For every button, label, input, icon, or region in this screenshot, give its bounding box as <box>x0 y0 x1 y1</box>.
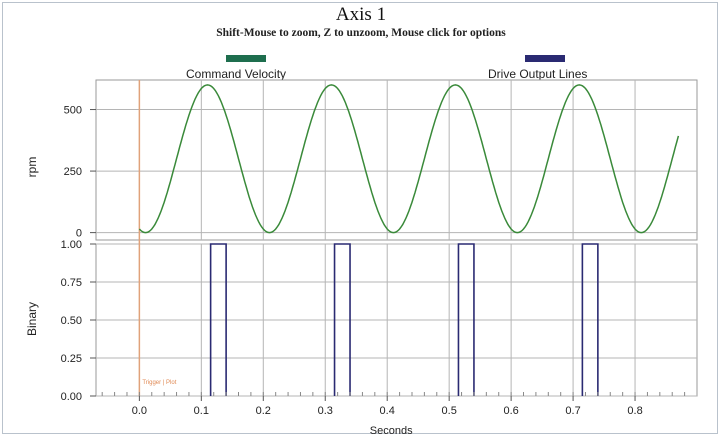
binary-tick-label: 0.50 <box>61 315 82 327</box>
drive-output-pulse <box>209 243 227 396</box>
grid-lines <box>95 79 698 397</box>
command-velocity-line <box>138 84 680 234</box>
binary-tick-label: 0.75 <box>61 277 82 289</box>
binary-tick-label: 1.00 <box>61 239 82 251</box>
rpm-tick-label: 0 <box>76 228 82 240</box>
x-tick-label: 0.8 <box>627 405 642 417</box>
legend-label-drive-output-lines: Drive Output Lines <box>488 67 588 81</box>
x-axis: 0.0 0.1 0.2 0.3 0.4 0.5 0.6 0.7 0.8 Seconds <box>101 392 686 436</box>
x-tick-label: 0.1 <box>194 405 209 417</box>
x-tick-label: 0.5 <box>442 405 457 417</box>
legend-label-command-velocity: Command Velocity <box>186 67 287 81</box>
drive-output-pulse <box>333 243 351 396</box>
rpm-tick-label: 250 <box>64 166 82 178</box>
x-tick-label: 0.2 <box>256 405 271 417</box>
legend-swatch-command-velocity[interactable] <box>226 55 266 62</box>
chart-instructions: Shift-Mouse to zoom, Z to unzoom, Mouse … <box>216 27 506 39</box>
x-axis-label: Seconds <box>370 425 413 436</box>
x-tick-label: 0.3 <box>318 405 333 417</box>
legend-swatch-drive-output-lines[interactable] <box>525 55 565 62</box>
drive-output-pulse <box>457 243 475 396</box>
binary-tick-label: 0.00 <box>61 391 82 403</box>
chart-title: Axis 1 <box>335 4 387 25</box>
x-tick-label: 0.6 <box>503 405 518 417</box>
drive-output-pulse <box>581 243 599 396</box>
x-tick-label: 0.7 <box>565 405 580 417</box>
x-tick-label: 0.4 <box>380 405 395 417</box>
rpm-tick-label: 500 <box>64 105 82 117</box>
binary-tick-label: 0.25 <box>61 353 82 365</box>
binary-panel: 0.00 0.25 0.50 0.75 1.00 Trigger | Plot <box>61 239 599 403</box>
velocity-panel-border <box>95 79 698 241</box>
trigger-label: Trigger | Plot <box>142 380 176 386</box>
velocity-panel: 0 250 500 <box>64 84 680 240</box>
x-tick-label: 0.0 <box>132 405 147 417</box>
